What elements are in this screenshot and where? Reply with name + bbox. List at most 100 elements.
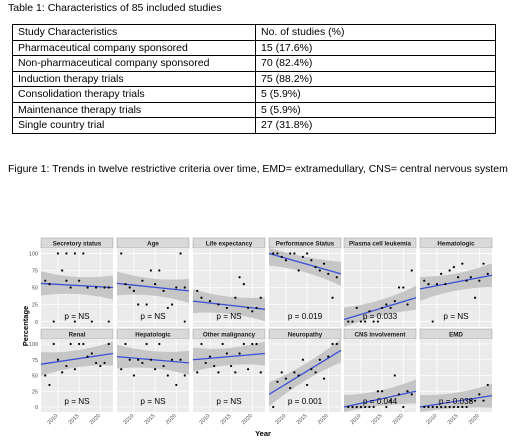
- data-point: [56, 358, 60, 361]
- p-value-label: p = NS: [64, 397, 90, 406]
- data-point: [486, 272, 489, 275]
- data-point: [469, 399, 472, 402]
- data-point: [452, 265, 455, 269]
- table-cell: Consolidation therapy trials: [12, 86, 256, 103]
- data-point: [225, 306, 228, 310]
- data-point: [473, 296, 477, 299]
- data-point: [82, 252, 85, 255]
- p-value-label: p = NS: [443, 312, 469, 321]
- data-point: [52, 320, 55, 323]
- data-point: [402, 405, 405, 409]
- y-tick-label: 25: [32, 303, 38, 309]
- trend-line: [192, 352, 266, 361]
- data-point: [376, 390, 379, 393]
- data-point: [314, 371, 317, 374]
- data-point: [166, 374, 169, 377]
- p-value-label: p = NS: [216, 397, 242, 406]
- data-point: [448, 405, 451, 409]
- data-point: [482, 399, 485, 402]
- data-point: [242, 282, 245, 286]
- data-point: [427, 405, 430, 409]
- confidence-band: [269, 248, 341, 286]
- data-point: [376, 320, 379, 323]
- data-point: [368, 405, 371, 409]
- data-point: [56, 252, 60, 255]
- data-point: [86, 355, 89, 358]
- data-point: [335, 276, 338, 279]
- data-point: [289, 252, 292, 255]
- table-caption: Table 1: Characteristics of 85 included …: [8, 2, 222, 14]
- data-point: [69, 286, 72, 289]
- data-point: [351, 405, 354, 409]
- data-point: [120, 252, 123, 255]
- x-tick-label: 2020: [89, 413, 102, 426]
- data-point: [461, 262, 464, 265]
- data-point: [372, 320, 375, 323]
- facet-title: CNS involvement: [355, 332, 406, 339]
- data-point: [461, 405, 464, 409]
- data-point: [73, 320, 76, 323]
- data-point: [335, 342, 338, 346]
- trend-line: [40, 282, 114, 289]
- data-point: [154, 368, 157, 371]
- trend-line: [419, 394, 493, 408]
- data-point: [145, 342, 148, 346]
- data-point: [124, 342, 127, 346]
- data-point: [259, 371, 262, 374]
- data-point: [204, 361, 207, 365]
- trend-line: [419, 274, 493, 290]
- y-tick-label: 100: [29, 252, 38, 258]
- data-point: [141, 361, 144, 365]
- data-point: [82, 342, 85, 346]
- data-point: [355, 405, 358, 409]
- data-point: [410, 269, 413, 272]
- data-point: [331, 296, 334, 299]
- data-point: [293, 252, 296, 255]
- data-point: [246, 368, 250, 371]
- p-value-label: p = 0.019: [288, 312, 323, 321]
- data-point: [251, 342, 254, 346]
- table-header-cell: No. of studies (%): [255, 24, 496, 41]
- data-point: [431, 405, 434, 409]
- data-point: [482, 262, 485, 265]
- data-point: [327, 355, 330, 358]
- data-point: [132, 289, 136, 293]
- x-tick-label: 2020: [392, 413, 405, 426]
- data-point: [301, 255, 304, 258]
- data-point: [310, 259, 313, 262]
- data-point: [230, 364, 233, 368]
- data-point: [318, 358, 321, 361]
- x-axis-title: Year: [255, 429, 271, 438]
- data-point: [276, 252, 279, 255]
- data-point: [251, 310, 254, 313]
- data-point: [90, 352, 93, 355]
- p-value-label: p = NS: [64, 312, 90, 321]
- data-point: [94, 286, 98, 289]
- x-tick-label: 2010: [46, 413, 59, 426]
- x-tick-label: 2015: [220, 413, 233, 426]
- data-point: [423, 405, 426, 409]
- data-point: [158, 342, 161, 346]
- p-value-label: p = NS: [140, 312, 166, 321]
- data-point: [389, 399, 392, 402]
- data-point: [259, 296, 262, 299]
- x-tick-label: 2010: [198, 413, 211, 426]
- data-point: [48, 282, 51, 286]
- data-point: [103, 286, 106, 289]
- data-point: [440, 405, 443, 409]
- data-point: [145, 303, 148, 306]
- data-point: [427, 282, 430, 286]
- data-point: [217, 371, 220, 374]
- x-tick-label: 2015: [371, 413, 384, 426]
- data-point: [128, 358, 131, 361]
- data-point: [65, 279, 68, 282]
- data-point: [179, 358, 182, 361]
- data-point: [423, 279, 426, 282]
- data-point: [221, 342, 224, 346]
- data-point: [78, 279, 81, 282]
- data-point: [465, 279, 468, 282]
- data-point: [435, 282, 439, 286]
- data-point: [44, 374, 47, 377]
- table-row: Single country trial 27 (31.8%): [12, 117, 496, 134]
